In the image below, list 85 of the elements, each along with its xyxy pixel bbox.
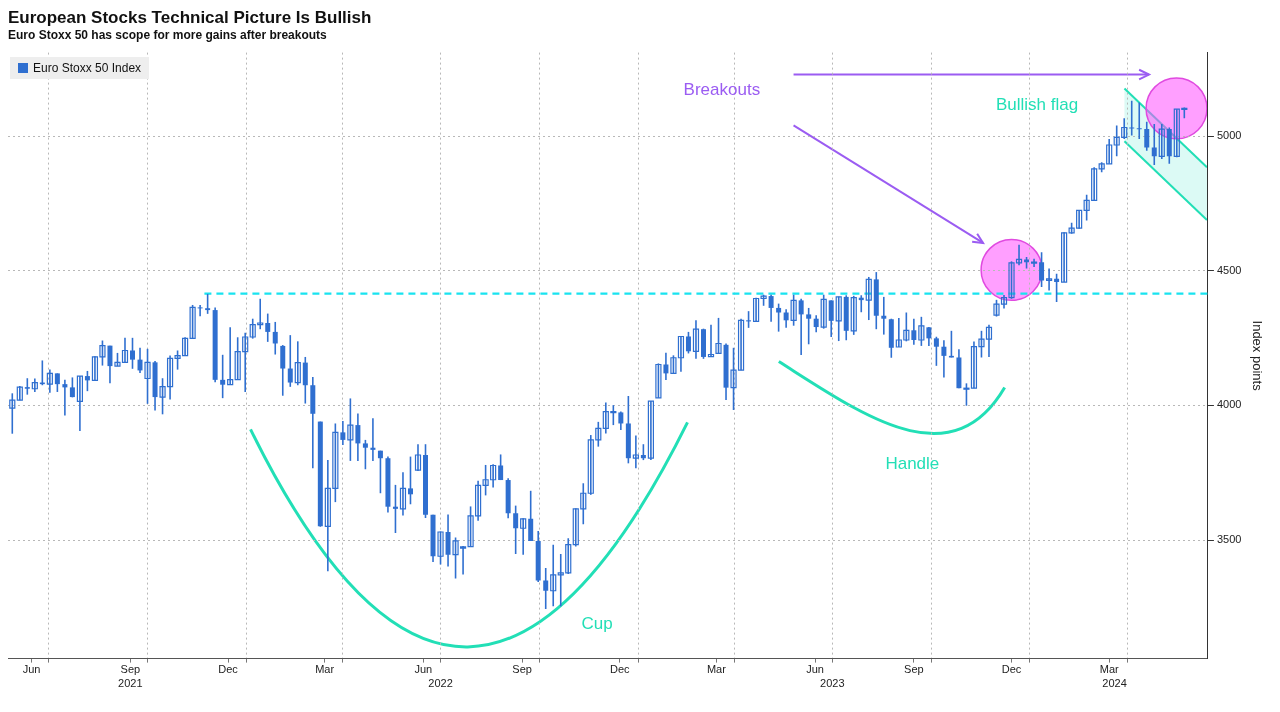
candlestick xyxy=(498,453,504,481)
annotation: Handle xyxy=(885,453,940,473)
candlestick xyxy=(520,517,527,556)
candlestick xyxy=(370,417,376,462)
candlestick xyxy=(205,293,211,315)
candlestick xyxy=(272,321,278,356)
candlestick xyxy=(76,375,84,432)
candlestick xyxy=(850,295,857,336)
candlestick xyxy=(377,449,383,495)
y-tick-label: 4000 xyxy=(1216,398,1242,411)
candlestick xyxy=(820,293,827,330)
candlestick xyxy=(392,484,398,534)
candlestick xyxy=(941,339,947,379)
candlestick xyxy=(550,543,557,608)
annotation: Breakouts xyxy=(683,80,761,100)
chart-subtitle: Euro Stoxx 50 has scope for more gains after breakouts xyxy=(8,27,328,43)
x-tick-label: Mar xyxy=(706,663,727,676)
x-tick-label: Mar xyxy=(315,663,335,676)
x-tick-label: Mar xyxy=(1099,663,1119,676)
candlestick xyxy=(9,392,16,435)
candlestick xyxy=(62,379,68,417)
candlestick xyxy=(865,276,872,321)
x-tick-label: Jun xyxy=(806,663,824,676)
candlestick xyxy=(647,400,654,461)
candlestick xyxy=(543,567,549,610)
candlestick xyxy=(1158,123,1165,160)
x-tick-label: Jun xyxy=(22,663,41,676)
candlestick xyxy=(528,490,534,542)
candlestick xyxy=(220,353,226,399)
candlestick xyxy=(768,293,774,323)
annotation: Cup xyxy=(581,614,613,634)
candlestick xyxy=(692,319,700,360)
candlestick xyxy=(806,307,812,346)
x2-tick-label: 2022 xyxy=(428,677,453,690)
x2-tick-label: 2024 xyxy=(1102,677,1127,690)
candlestick xyxy=(407,455,413,506)
candlestick xyxy=(1151,123,1157,166)
candlestick xyxy=(1129,100,1135,137)
legend-label: Euro Stoxx 50 Index xyxy=(33,60,142,75)
candlestick xyxy=(715,317,722,355)
candlestick xyxy=(414,443,422,472)
candlestick xyxy=(1054,272,1060,303)
candlestick xyxy=(399,471,407,517)
candlestick xyxy=(294,340,301,387)
candlestick xyxy=(881,296,887,336)
candlestick xyxy=(513,504,519,555)
candlestick xyxy=(227,326,234,386)
candlestick xyxy=(54,372,60,393)
x-tick-label: Dec xyxy=(1001,663,1022,676)
candlestick xyxy=(31,377,38,393)
x-tick-label: Dec xyxy=(218,663,239,676)
candlestick xyxy=(302,356,308,405)
candlestick xyxy=(197,304,203,318)
candlestick xyxy=(1144,121,1150,152)
candlestick xyxy=(130,337,135,370)
y-axis-title: Index points xyxy=(1249,320,1265,392)
x-tick-label: Dec xyxy=(609,663,631,676)
annotation: Bullish flag xyxy=(995,95,1079,115)
x2-tick-label: 2023 xyxy=(820,677,845,690)
candlestick xyxy=(835,295,842,342)
candlestick xyxy=(287,334,293,388)
y-tick-label: 3500 xyxy=(1216,533,1242,546)
x-tick-label: Sep xyxy=(512,663,532,676)
candlestick xyxy=(46,368,53,394)
candlestick xyxy=(776,302,782,333)
candlestick xyxy=(911,317,917,346)
candlestick xyxy=(632,434,639,469)
candlestick xyxy=(362,439,368,471)
x-tick-label: Jun xyxy=(414,663,433,676)
x-tick-label: Sep xyxy=(904,663,924,676)
candlestick xyxy=(280,344,286,397)
candlestick xyxy=(828,299,834,338)
x-tick-label: Sep xyxy=(120,663,141,676)
candlestick xyxy=(933,335,939,367)
candlestick xyxy=(1039,251,1045,288)
candlestick xyxy=(1136,101,1142,140)
candlestick xyxy=(798,297,804,356)
chart-title: European Stocks Technical Picture Is Bullish xyxy=(8,8,373,27)
candlestick xyxy=(265,312,271,343)
y-tick-label: 4500 xyxy=(1216,263,1242,276)
x2-tick-label: 2021 xyxy=(118,677,143,690)
y-tick-label: 5000 xyxy=(1216,129,1242,142)
candlestick xyxy=(84,370,90,392)
candlestick xyxy=(685,331,691,355)
candlestick xyxy=(16,385,23,402)
